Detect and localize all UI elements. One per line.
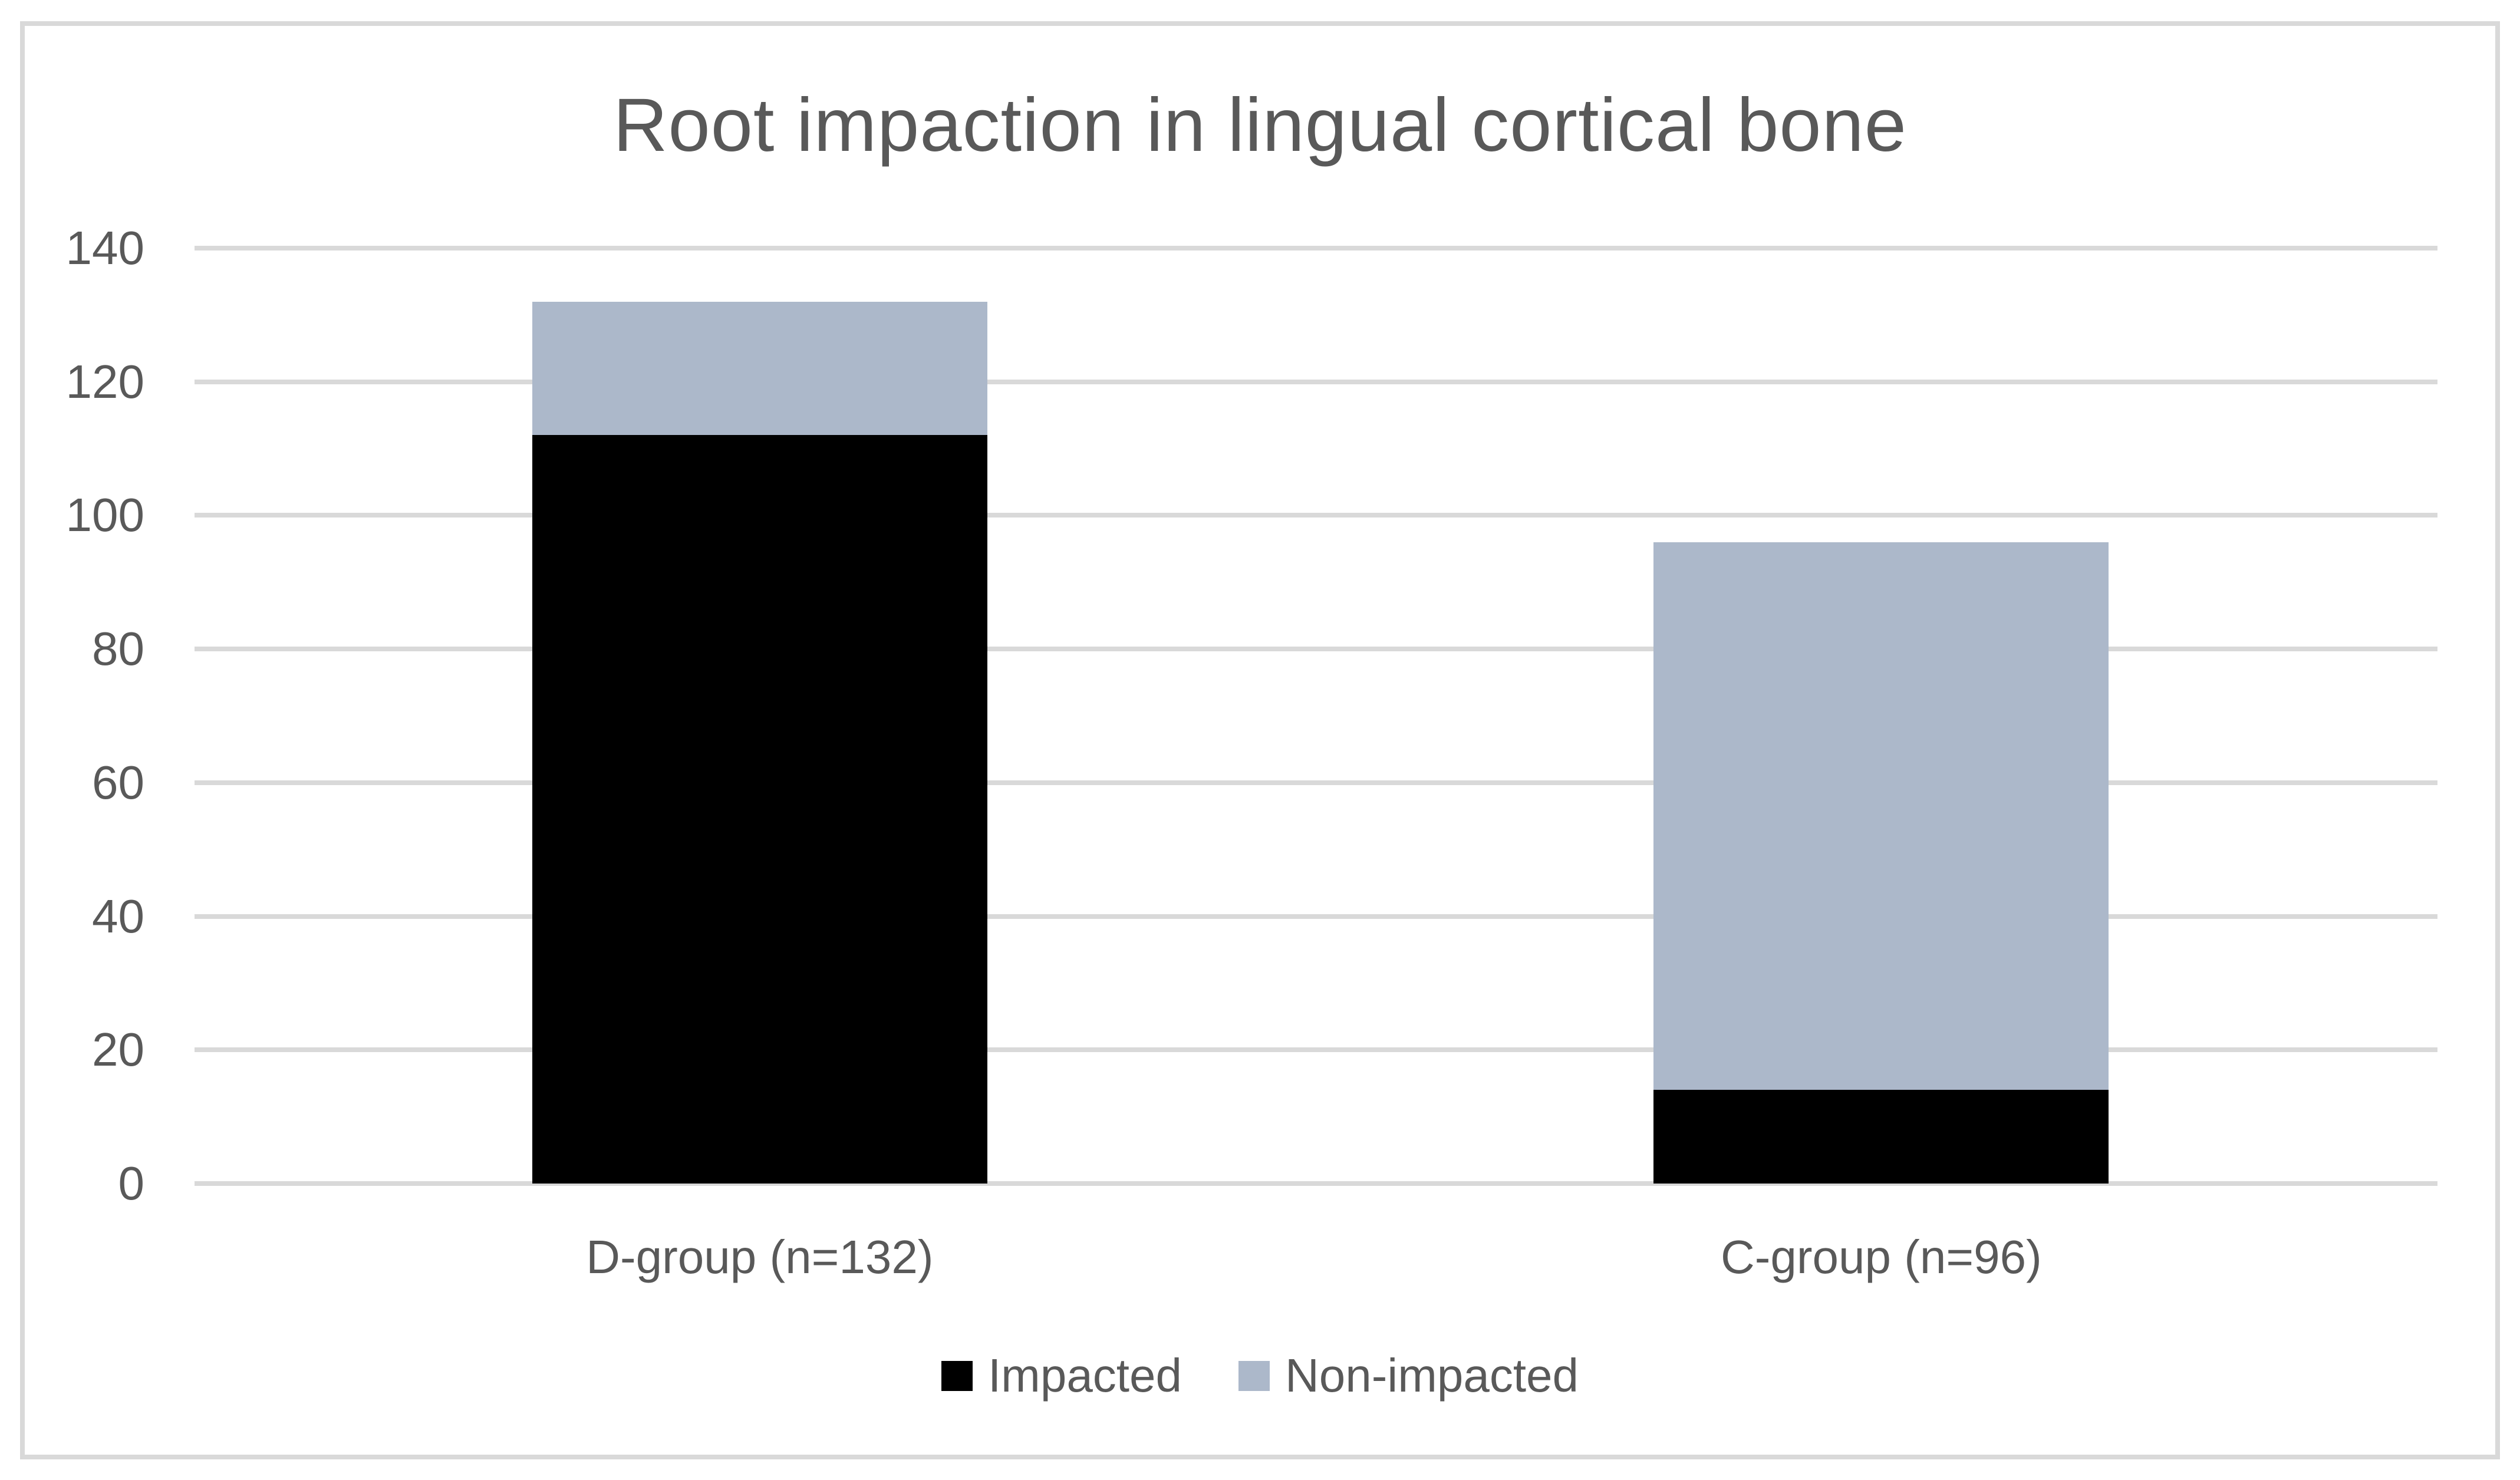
- gridline-y-0: [195, 1181, 2437, 1186]
- y-tick-label-100: 100: [65, 489, 144, 542]
- bar-segment-impacted-c-group: [1653, 1090, 2109, 1184]
- gridline-y-20: [195, 1047, 2437, 1053]
- y-tick-label-20: 20: [92, 1023, 144, 1076]
- bar-segment-non-impacted-d-group: [532, 301, 987, 436]
- y-tick-label-140: 140: [65, 222, 144, 274]
- legend-label: Impacted: [987, 1349, 1182, 1402]
- legend-swatch-icon: [941, 1360, 973, 1391]
- y-tick-label-80: 80: [92, 622, 144, 675]
- gridline-y-140: [195, 246, 2437, 250]
- y-tick-label-60: 60: [92, 756, 144, 809]
- bar-segment-impacted-d-group: [532, 435, 987, 1184]
- gridline-y-40: [195, 914, 2437, 919]
- legend-swatch-icon: [1238, 1360, 1270, 1391]
- x-category-label-d-group: D-group (n=132): [586, 1231, 934, 1283]
- gridline-y-60: [195, 780, 2437, 785]
- y-tick-label-120: 120: [65, 355, 144, 408]
- gridline-y-100: [195, 513, 2437, 518]
- bar-segment-non-impacted-c-group: [1653, 542, 2109, 1090]
- gridline-y-120: [195, 379, 2437, 384]
- legend-item-non-impacted: Non-impacted: [1238, 1350, 1579, 1402]
- chart-title: Root impaction in lingual cortical bone: [613, 83, 1907, 167]
- bar-stack-d-group: [532, 301, 987, 1184]
- y-tick-label-0: 0: [118, 1157, 145, 1209]
- plot-area: [195, 246, 2437, 1186]
- x-category-label-c-group: C-group (n=96): [1720, 1231, 2042, 1283]
- y-tick-label-40: 40: [92, 889, 144, 942]
- legend: Impacted Non-impacted: [0, 1350, 2520, 1402]
- legend-label: Non-impacted: [1285, 1349, 1579, 1402]
- legend-item-impacted: Impacted: [941, 1350, 1182, 1402]
- bar-stack-c-group: [1653, 542, 2109, 1184]
- gridline-y-80: [195, 647, 2437, 652]
